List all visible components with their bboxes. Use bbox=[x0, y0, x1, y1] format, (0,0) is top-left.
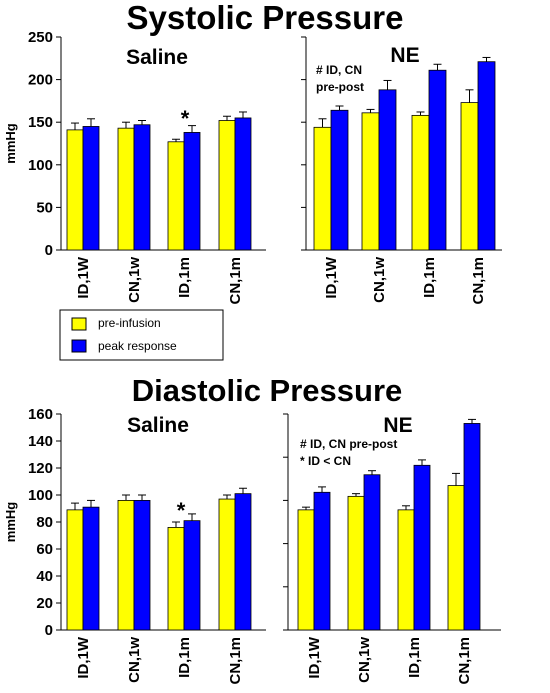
diastolic-saline-bar-peak-response bbox=[183, 520, 201, 631]
systolic-saline-bar-peak-response bbox=[133, 124, 151, 251]
diastolic-ne-bar-peak-response bbox=[313, 491, 331, 631]
systolic-saline-bar-peak-response bbox=[234, 117, 252, 251]
diastolic-ne-bar-pre-infusion bbox=[447, 485, 465, 631]
systolic-saline-bar-pre-infusion bbox=[117, 127, 135, 251]
systolic-saline-bar-pre-infusion bbox=[66, 129, 84, 251]
legend: pre-infusion peak response bbox=[59, 309, 224, 361]
systolic-saline-y-axis-label: mmHg bbox=[3, 123, 18, 164]
diastolic-ne-category-label: ID,1W bbox=[306, 636, 323, 679]
diastolic-saline-y-tick-label: 80 bbox=[36, 514, 53, 531]
systolic-ne-title: NE bbox=[390, 44, 419, 67]
systolic-ne-category-label: CN,1w bbox=[371, 257, 388, 303]
diastolic-ne-category-label: CN,1m bbox=[456, 637, 473, 685]
diastolic-ne-note: * ID < CN bbox=[300, 454, 351, 468]
diastolic-saline-bar-peak-response bbox=[133, 499, 151, 631]
systolic-saline-category-label: CN,1m bbox=[227, 257, 244, 305]
systolic-saline-significance-star: * bbox=[181, 106, 190, 131]
systolic-saline-y-tick-label: 0 bbox=[45, 242, 53, 259]
diastolic-saline-significance-star: * bbox=[177, 498, 186, 523]
systolic-saline-bar-pre-infusion bbox=[167, 141, 185, 251]
diastolic-ne-bar-peak-response bbox=[363, 474, 381, 631]
diastolic-saline-y-axis-label: mmHg bbox=[3, 502, 18, 543]
diastolic-saline-y-tick-label: 160 bbox=[28, 406, 53, 423]
systolic-ne-bar-pre-infusion bbox=[460, 102, 479, 251]
systolic-ne-note: pre-post bbox=[316, 80, 364, 94]
systolic-ne-category-label: ID,1m bbox=[421, 257, 438, 298]
diastolic-ne-note: # ID, CN pre-post bbox=[300, 437, 397, 451]
systolic-saline-bar-pre-infusion bbox=[218, 120, 236, 251]
systolic-ne-bar-peak-response bbox=[428, 69, 447, 251]
diastolic-ne-category-label: CN,1w bbox=[356, 637, 373, 683]
diastolic-saline-y-tick-label: 140 bbox=[28, 433, 53, 450]
systolic-ne-bar-peak-response bbox=[477, 61, 496, 251]
systolic-ne-note: # ID, CN bbox=[316, 63, 362, 77]
systolic-saline-bar-peak-response bbox=[183, 132, 201, 251]
diastolic-saline-category-label: CN,1w bbox=[126, 637, 143, 683]
diastolic-saline-bar-pre-infusion bbox=[66, 509, 84, 631]
diastolic-saline-category-label: ID,1m bbox=[176, 637, 193, 678]
diastolic-ne-bar-peak-response bbox=[413, 464, 431, 631]
systolic-ne-category-label: ID,1W bbox=[323, 256, 340, 299]
diastolic-ne-bar-pre-infusion bbox=[297, 509, 315, 631]
diastolic-saline-y-tick-label: 100 bbox=[28, 487, 53, 504]
diastolic-saline-bar-pre-infusion bbox=[117, 499, 135, 631]
systolic-ne-bar-peak-response bbox=[330, 109, 349, 251]
systolic-saline-title: Saline bbox=[126, 46, 188, 69]
legend-swatch-peak-response bbox=[71, 339, 87, 353]
diastolic-ne-bar-pre-infusion bbox=[397, 509, 415, 631]
systolic-ne-bar-pre-infusion bbox=[313, 126, 332, 251]
systolic-ne-bar-pre-infusion bbox=[361, 112, 380, 251]
diastolic-title: Diastolic Pressure bbox=[132, 373, 403, 408]
systolic-saline-y-tick-label: 200 bbox=[28, 72, 53, 89]
systolic-saline-category-label: ID,1W bbox=[75, 256, 92, 299]
systolic-ne-category-label: CN,1m bbox=[470, 257, 487, 305]
legend-frame bbox=[59, 309, 224, 361]
diastolic-saline-bar-peak-response bbox=[82, 506, 100, 631]
diastolic-saline-category-label: CN,1m bbox=[227, 637, 244, 685]
systolic-saline-category-label: ID,1m bbox=[176, 257, 193, 298]
diastolic-ne-title: NE bbox=[383, 414, 412, 437]
systolic-saline-y-tick-label: 50 bbox=[36, 199, 53, 216]
systolic-ne-bar-peak-response bbox=[378, 89, 397, 251]
systolic-title: Systolic Pressure bbox=[127, 0, 404, 36]
diastolic-ne-bar-peak-response bbox=[463, 423, 481, 631]
diastolic-saline-y-tick-label: 40 bbox=[36, 568, 53, 585]
diastolic-saline-bar-pre-infusion bbox=[167, 527, 185, 631]
diastolic-saline-category-label: ID,1W bbox=[75, 636, 92, 679]
systolic-saline-y-tick-label: 150 bbox=[28, 114, 53, 131]
diastolic-saline-bar-pre-infusion bbox=[218, 498, 236, 631]
diastolic-saline-y-tick-label: 0 bbox=[45, 622, 53, 639]
diastolic-ne-bar-pre-infusion bbox=[347, 495, 365, 631]
diastolic-saline-y-tick-label: 60 bbox=[36, 541, 53, 558]
systolic-saline-category-label: CN,1w bbox=[126, 257, 143, 303]
legend-label-peak-response: peak response bbox=[98, 339, 177, 353]
diastolic-ne-category-label: ID,1m bbox=[406, 637, 423, 678]
systolic-saline-bar-peak-response bbox=[82, 126, 100, 251]
diastolic-saline-y-tick-label: 20 bbox=[36, 595, 53, 612]
systolic-saline-y-tick-label: 100 bbox=[28, 157, 53, 174]
systolic-saline-y-tick-label: 250 bbox=[28, 29, 53, 46]
legend-label-pre-infusion: pre-infusion bbox=[98, 316, 161, 330]
legend-swatch-pre-infusion bbox=[71, 317, 87, 331]
diastolic-saline-title: Saline bbox=[127, 414, 189, 437]
systolic-ne-bar-pre-infusion bbox=[411, 114, 430, 251]
diastolic-saline-y-tick-label: 120 bbox=[28, 460, 53, 477]
diastolic-saline-bar-peak-response bbox=[234, 493, 252, 631]
